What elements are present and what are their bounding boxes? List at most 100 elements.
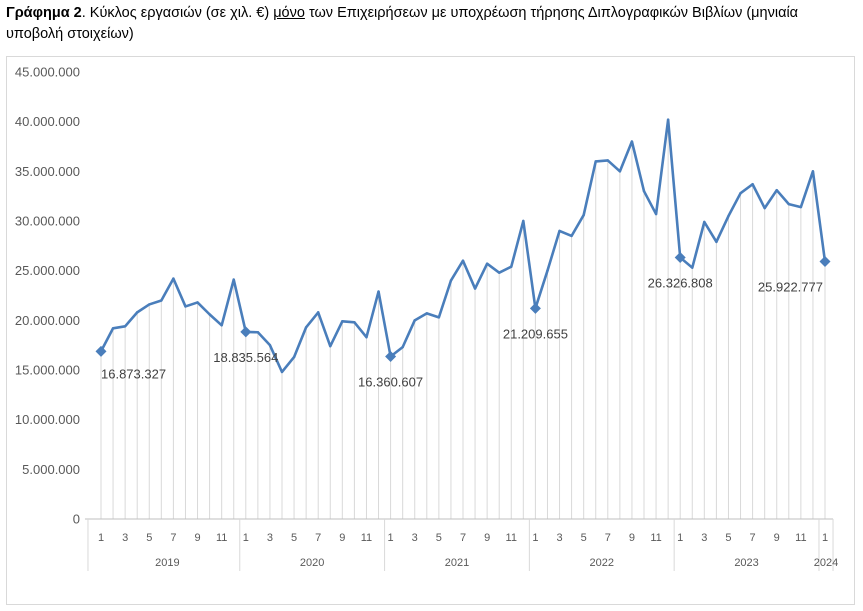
data-marker [385, 350, 397, 362]
x-tick-label: 7 [315, 532, 321, 544]
x-tick-label: 7 [605, 532, 611, 544]
data-point [172, 277, 175, 280]
year-label: 2024 [814, 557, 838, 569]
y-tick-label: 30.000.000 [15, 214, 80, 229]
x-tick-label: 11 [216, 532, 227, 544]
x-tick-label: 9 [484, 532, 490, 544]
chart-frame [6, 56, 855, 605]
data-point [691, 266, 694, 269]
data-point [787, 202, 790, 206]
x-tick-label: 1 [388, 532, 394, 544]
data-point [570, 234, 573, 238]
data-point [280, 370, 284, 374]
data-point [510, 265, 513, 268]
x-tick-label: 1 [677, 532, 683, 544]
y-tick-label: 20.000.000 [15, 313, 80, 328]
data-labels: 16.873.327 18.835.564 16.360.607 21.209.655… [101, 275, 823, 389]
data-point [473, 287, 477, 290]
data-point [449, 279, 453, 282]
data-point [642, 190, 646, 193]
data-point [329, 344, 332, 348]
x-tick-label: 5 [725, 532, 731, 544]
x-tick-label: 3 [701, 532, 707, 544]
data-point [546, 269, 549, 272]
data-point [148, 303, 151, 306]
x-tick-label: 7 [750, 532, 756, 544]
data-point [304, 326, 308, 329]
data-point [317, 311, 320, 314]
caption-emphasis: μόνο [273, 5, 305, 21]
x-tick-label: 3 [412, 532, 418, 544]
year-label: 2022 [590, 557, 614, 569]
data-point [365, 336, 368, 339]
x-tick-label: 9 [774, 532, 780, 544]
data-point [160, 299, 163, 302]
data-point [811, 170, 815, 173]
data-label: 25.922.777 [758, 280, 823, 295]
x-tick-label: 9 [629, 532, 635, 544]
data-point [498, 271, 501, 274]
data-point [558, 229, 561, 233]
y-tick-label: 25.000.000 [15, 263, 80, 278]
data-point [715, 240, 718, 244]
y-tick-label: 35.000.000 [15, 164, 80, 179]
data-marker [240, 326, 252, 338]
x-tick-label: 3 [267, 532, 273, 544]
year-label: 2021 [445, 557, 469, 569]
x-tick-label: 7 [170, 532, 176, 544]
drop-lines [100, 119, 826, 519]
chart-caption: Γράφημα 2. Κύκλος εργασιών (σε χιλ. €) μ… [6, 3, 856, 45]
data-point [703, 220, 706, 224]
data-point [461, 259, 465, 262]
y-tick-label: 15.000.000 [15, 363, 80, 378]
caption-text-before: . Κύκλος εργασιών (σε χιλ. €) [81, 5, 274, 21]
data-label: 16.873.327 [101, 366, 166, 381]
data-point [522, 219, 525, 223]
data-label: 16.360.607 [358, 374, 423, 389]
data-point [799, 205, 803, 209]
year-label: 2023 [734, 557, 758, 569]
data-point [630, 140, 634, 143]
data-label: 26.326.808 [648, 275, 713, 290]
y-tick-label: 45.000.000 [15, 65, 80, 80]
y-tick-label: 5.000.000 [22, 462, 80, 477]
data-point [123, 325, 127, 328]
x-tick-label: 9 [194, 532, 200, 544]
x-tick-label: 11 [361, 532, 372, 544]
data-point [196, 301, 199, 304]
data-point [220, 324, 223, 327]
data-point [425, 312, 428, 315]
data-point [377, 290, 380, 293]
data-label: 21.209.655 [503, 326, 568, 341]
x-tick-label: 3 [122, 532, 128, 544]
data-point [775, 189, 778, 192]
data-point [727, 214, 730, 218]
data-point [184, 305, 187, 308]
data-marker [819, 256, 831, 268]
year-label: 2019 [155, 557, 179, 569]
data-point [618, 170, 622, 173]
data-point [606, 159, 609, 162]
y-tick-label: 0 [73, 512, 80, 527]
year-label: 2020 [300, 557, 324, 569]
data-point [292, 355, 296, 359]
data-point [232, 278, 235, 281]
data-point [136, 311, 139, 314]
data-marker [95, 345, 107, 357]
data-point [582, 213, 585, 217]
data-point [763, 206, 766, 210]
x-tick-label: 1 [243, 532, 249, 544]
x-tick-label: 1 [98, 532, 104, 544]
x-tick-label: 3 [556, 532, 562, 544]
x-tick-label: 5 [436, 532, 442, 544]
x-tick-label: 5 [146, 532, 152, 544]
data-markers [95, 251, 831, 362]
data-point [666, 118, 670, 121]
x-tick-label: 9 [339, 532, 345, 544]
x-tick-label: 1 [532, 532, 538, 544]
x-tick-label: 5 [291, 532, 297, 544]
data-point [437, 316, 441, 319]
data-point [401, 345, 404, 349]
data-marker [529, 302, 541, 314]
